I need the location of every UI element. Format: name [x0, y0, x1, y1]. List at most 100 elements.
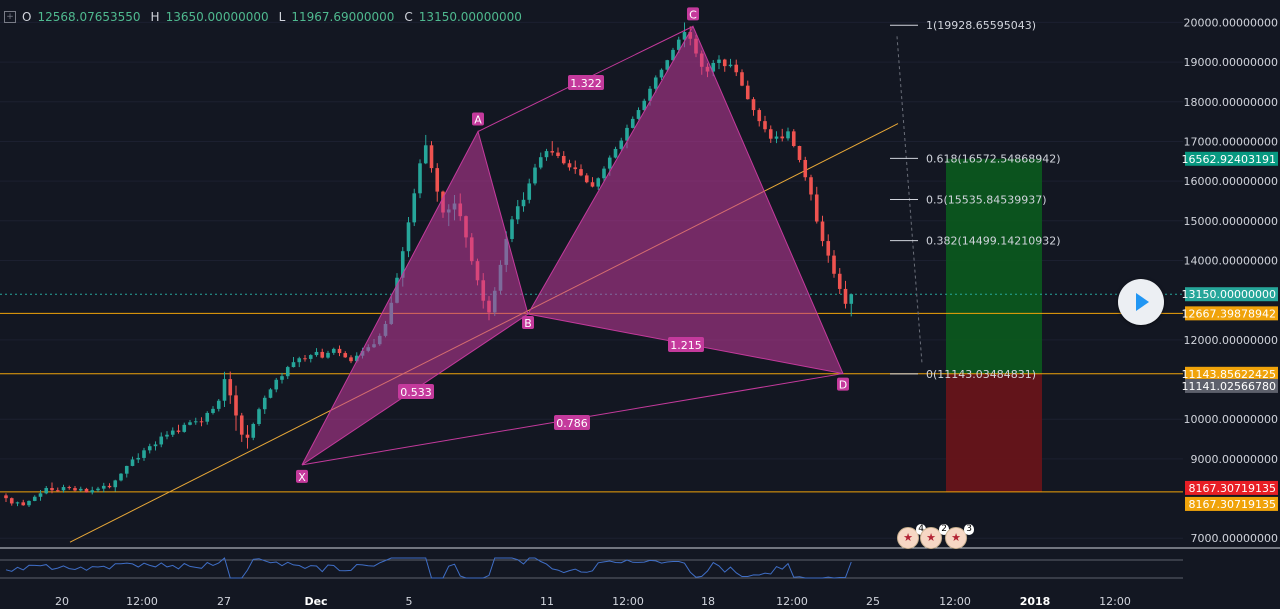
price-badge — [1185, 287, 1278, 302]
event-count: 2 — [939, 524, 949, 535]
candle-body — [234, 395, 238, 416]
candle-body — [550, 151, 555, 153]
candle-body — [435, 168, 440, 192]
candle-body — [602, 168, 606, 179]
candle-body — [630, 118, 635, 128]
candle-body — [717, 59, 721, 63]
candle-body — [544, 151, 549, 158]
candle-body — [320, 351, 325, 358]
ratio-badge — [568, 75, 604, 90]
candle-body — [27, 500, 31, 506]
candle-body — [567, 163, 572, 168]
candle-body — [837, 273, 842, 289]
candle-body — [15, 502, 20, 504]
candle-body — [285, 367, 290, 377]
candle-body — [797, 146, 802, 160]
play-button[interactable] — [1118, 279, 1164, 325]
candle-body — [515, 206, 520, 220]
candle-body — [510, 219, 514, 239]
low-label: L — [278, 10, 286, 24]
candle-body — [199, 421, 204, 423]
candle-body — [538, 157, 543, 168]
collapse-icon[interactable]: + — [4, 11, 16, 23]
candle-body — [38, 493, 43, 497]
candle-body — [193, 421, 198, 423]
fib-label: 0(11143.03484831) — [926, 368, 1036, 381]
fib-label: 0.618(16572.54868942) — [926, 152, 1061, 165]
candle-body — [274, 379, 279, 390]
price-badge-label: 13150.00000000 — [1182, 288, 1276, 301]
candle-body — [61, 487, 66, 491]
price-tick: 10000.00000000 — [1184, 413, 1278, 426]
point-badge — [837, 377, 849, 391]
price-tick: 14000.00000000 — [1184, 254, 1278, 267]
play-icon — [1136, 293, 1149, 311]
candle-body — [337, 348, 342, 354]
price-badge — [1185, 378, 1278, 393]
ratio-badge — [668, 337, 704, 352]
candle-body — [780, 136, 785, 139]
candle-body — [211, 408, 215, 413]
fib-label: 0.5(15535.84539937) — [926, 194, 1047, 207]
ratio-label: 0.533 — [400, 386, 432, 399]
time-tick: 25 — [866, 595, 880, 608]
high-value: 13650.00000000 — [165, 10, 269, 24]
candle-body — [734, 64, 739, 73]
ratio-badge — [554, 415, 590, 430]
open-label: O — [22, 10, 32, 24]
candle-body — [826, 241, 831, 256]
candle-body — [786, 131, 790, 139]
us-flag-icon[interactable]: ★ 2 — [920, 524, 949, 549]
fib-label: 1(19928.65595043) — [926, 19, 1036, 32]
candle-body — [239, 415, 244, 435]
candle-body — [584, 175, 589, 183]
candle-body — [653, 77, 658, 89]
candle-body — [9, 498, 14, 504]
ratio-label: 1.215 — [670, 339, 702, 352]
candle-body — [843, 288, 848, 304]
price-axis: 20000.00000000 19000.00000000 18000.000000… — [1182, 16, 1278, 545]
price-badge-label: 12667.39878942 — [1182, 307, 1276, 320]
candle-body — [107, 485, 112, 488]
time-tick: 12:00 — [126, 595, 158, 608]
candle-body — [400, 251, 405, 278]
us-flag-icon[interactable]: ★ 3 — [945, 524, 974, 549]
price-badge-label: 11141.02566780 — [1182, 380, 1276, 393]
candle-body — [676, 39, 681, 50]
ohlc-legend: + O 12568.07653550 H 13650.00000000 L 11967… — [4, 10, 526, 24]
candle-body — [406, 222, 411, 252]
candle-body — [671, 49, 675, 61]
price-tick: 9000.00000000 — [1191, 453, 1278, 466]
candle-body — [303, 358, 307, 360]
point-label: A — [474, 114, 482, 127]
candle-body — [533, 167, 537, 184]
candle-body — [573, 167, 578, 170]
price-badge-label: 11143.85622425 — [1182, 368, 1276, 381]
candle-body — [590, 182, 595, 187]
candle-body — [314, 351, 319, 356]
candle-body — [262, 397, 267, 410]
candle-body — [682, 32, 687, 40]
time-tick: 18 — [701, 595, 715, 608]
point-label: C — [689, 8, 697, 21]
candle-body — [136, 457, 141, 460]
candle-body — [791, 131, 796, 147]
candle-body — [245, 434, 250, 438]
candle-body — [291, 362, 296, 368]
candle-body — [297, 358, 302, 363]
time-tick: Dec — [304, 595, 327, 608]
candle-body — [349, 357, 353, 362]
candle-body — [728, 64, 733, 67]
candle-body — [182, 424, 187, 432]
candle-body — [659, 69, 664, 78]
us-flag-icon[interactable]: ★ 4 — [897, 524, 926, 549]
point-label: B — [524, 317, 532, 330]
time-tick: 12:00 — [776, 595, 808, 608]
candle-body — [832, 255, 836, 274]
ratio-label: 0.786 — [556, 417, 588, 430]
candle-body — [579, 169, 583, 176]
time-tick: 2018 — [1020, 595, 1051, 608]
candle-body — [814, 194, 819, 222]
candle-body — [740, 72, 744, 86]
